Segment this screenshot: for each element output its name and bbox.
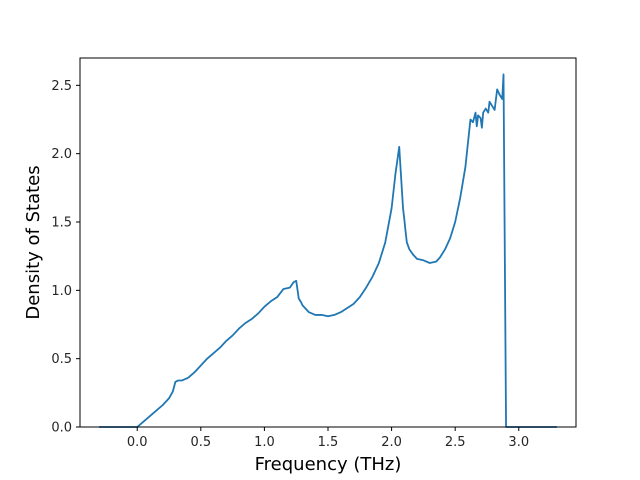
x-tick-label: 0.0 xyxy=(127,435,148,450)
y-tick-label: 2.0 xyxy=(51,147,72,162)
x-tick-label: 0.5 xyxy=(190,435,211,450)
x-axis-label: Frequency (THz) xyxy=(255,454,402,475)
y-tick-label: 1.0 xyxy=(51,284,72,299)
y-tick-label: 2.5 xyxy=(51,79,72,94)
x-tick-label: 3.0 xyxy=(508,435,529,450)
y-tick-label: 0.0 xyxy=(51,421,72,436)
y-tick-label: 1.5 xyxy=(51,216,72,231)
x-tick-label: 2.0 xyxy=(381,435,402,450)
y-tick-label: 0.5 xyxy=(51,352,72,367)
x-tick-label: 1.0 xyxy=(254,435,275,450)
dos-series-line xyxy=(99,73,557,428)
x-tick-label: 1.5 xyxy=(318,435,339,450)
plot-area-frame xyxy=(79,57,577,428)
y-axis-label: Density of States xyxy=(23,165,44,319)
x-tick-label: 2.5 xyxy=(445,435,466,450)
